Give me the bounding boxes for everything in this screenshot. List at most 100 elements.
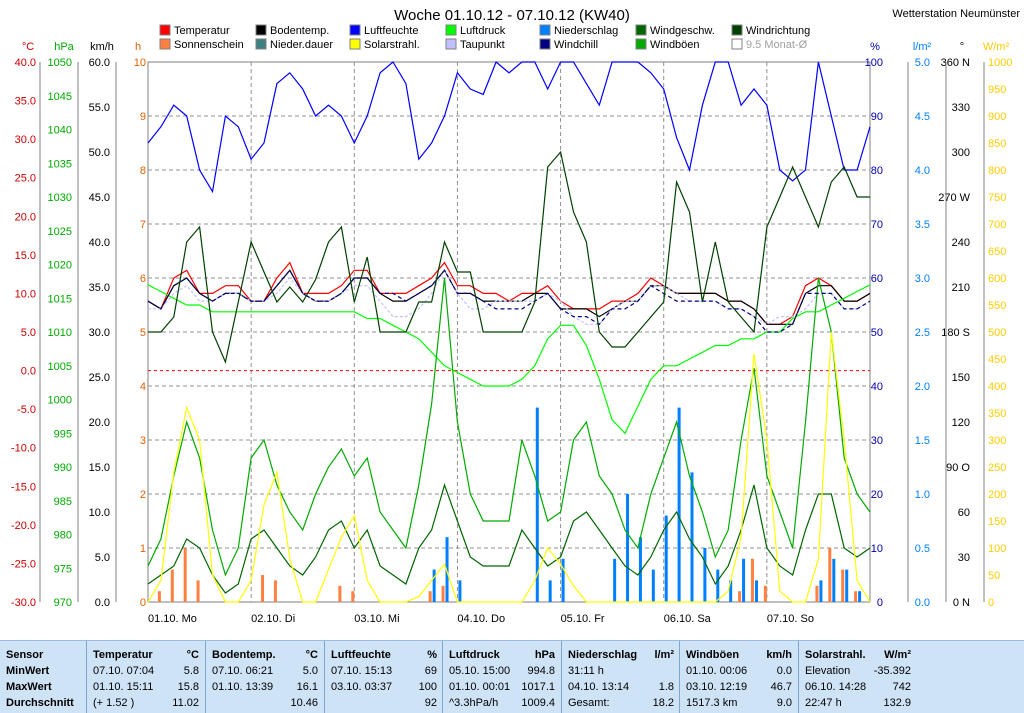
pressure-tick-label: 1025 xyxy=(48,226,72,238)
direction-tick-label: 150 xyxy=(952,372,970,384)
humidity-tick-label: 70 xyxy=(871,219,883,231)
stats-cell-value: 0.0 xyxy=(776,665,792,677)
solar-tick-label: 600 xyxy=(988,273,1006,285)
stats-cell-label: 03.10. 12:19 xyxy=(686,681,748,693)
bar-niederschlag xyxy=(651,569,655,602)
legend-swatch xyxy=(445,24,457,36)
temp-tick-label: -25.0 xyxy=(11,558,36,570)
pressure-tick-label: 975 xyxy=(54,563,72,575)
stats-cell-label: 03.10. 03:37 xyxy=(331,681,393,693)
stats-cell-value: 46.7 xyxy=(770,681,792,693)
direction-tick-label: 300 xyxy=(952,147,970,159)
bar-niederschlag xyxy=(703,548,707,602)
stats-header-max: MaxWert xyxy=(6,681,52,693)
legend-label: Nieder.dauer xyxy=(270,39,333,51)
x-tick-label: 01.10. Mo xyxy=(148,613,197,625)
wind-tick-label: 45.0 xyxy=(89,192,110,204)
stats-cell-value: 132.9 xyxy=(883,697,911,709)
x-tick-label: 03.10. Mi xyxy=(354,613,399,625)
rain-tick-label: 4.5 xyxy=(915,111,930,123)
stats-column-unit: °C xyxy=(186,649,199,661)
bar-sonnenschein xyxy=(854,591,858,602)
wind-tick-label: 55.0 xyxy=(89,102,110,114)
plot-grid xyxy=(147,61,871,603)
stats-cell-value: 69 xyxy=(424,665,437,677)
pressure-tick-label: 1005 xyxy=(48,361,72,373)
solar-tick-label: 0 xyxy=(988,597,994,609)
sunshine-tick-label: 6 xyxy=(140,273,146,285)
bar-niederschlag xyxy=(858,591,862,602)
stats-column-unit: hPa xyxy=(534,649,555,661)
bar-sonnenschein xyxy=(261,575,265,602)
bar-sonnenschein xyxy=(428,591,432,602)
wind-tick-label: 30.0 xyxy=(89,327,110,339)
bar-niederschlag xyxy=(754,580,758,602)
pressure-tick-label: 1015 xyxy=(48,293,72,305)
pressure-tick-label: 1000 xyxy=(48,395,72,407)
stats-column-title: Solarstrahl. xyxy=(805,649,866,661)
pressure-unit-label: hPa xyxy=(54,41,74,53)
stats-cell-label: 07.10. 15:13 xyxy=(331,665,393,677)
wind-tick-label: 10.0 xyxy=(89,507,110,519)
bar-sonnenschein xyxy=(738,591,742,602)
solar-tick-label: 950 xyxy=(988,84,1006,96)
stats-column: Luftfeuchte% 07.10. 15:13 69 03.10. 03:37 10… xyxy=(324,641,443,713)
stats-cell-label: 06.10. 14:28 xyxy=(805,681,867,693)
bar-niederschlag xyxy=(561,558,565,602)
station-name: Wetterstation Neumünster xyxy=(892,8,1020,20)
stats-cell-value: 10.46 xyxy=(290,697,318,709)
wind-tick-label: 25.0 xyxy=(89,372,110,384)
direction-tick-label: 240 xyxy=(952,237,970,249)
pressure-tick-label: 995 xyxy=(54,428,72,440)
pressure-tick-label: 1030 xyxy=(48,192,72,204)
stats-column-title: Niederschlag xyxy=(568,649,638,661)
x-tick-label: 06.10. Sa xyxy=(664,613,712,625)
temp-tick-label: 25.0 xyxy=(15,173,36,185)
rain-tick-label: 0.0 xyxy=(915,597,930,609)
stats-cell-value: 100 xyxy=(418,681,437,693)
legend-swatch xyxy=(159,38,171,50)
bar-niederschlag xyxy=(613,558,617,602)
bar-niederschlag xyxy=(832,558,836,602)
line-solarstrahl. xyxy=(147,331,871,603)
line-windböen xyxy=(147,277,871,577)
solar-tick-label: 350 xyxy=(988,408,1006,420)
bar-sonnenschein xyxy=(441,585,445,602)
humidity-tick-label: 10 xyxy=(871,543,883,555)
stats-column-unit: km/h xyxy=(766,649,792,661)
solar-tick-label: 200 xyxy=(988,489,1006,501)
stats-cell-label: 01.10. 00:01 xyxy=(449,681,511,693)
pressure-tick-label: 1050 xyxy=(48,57,72,69)
stats-header-sensor: Sensor xyxy=(6,649,44,661)
axes: 01.10. Mo 02.10. Di 03.10. Mi 04.10. Do 05.1… xyxy=(11,41,1013,625)
stats-column: Niederschlag l/m² 31:11 h 04.10. 13:14 1.8 Ge… xyxy=(561,641,680,713)
temp-tick-label: -10.0 xyxy=(11,443,36,455)
stats-cell-value: 9.0 xyxy=(776,697,792,709)
rain-tick-label: 2.0 xyxy=(915,381,930,393)
humidity-tick-label: 20 xyxy=(871,489,883,501)
stats-column-unit: % xyxy=(427,649,437,661)
x-tick-label: 07.10. So xyxy=(767,613,814,625)
stats-column: Solarstrahl. W/m² Elevation -35.392 06.10. 1… xyxy=(798,641,917,713)
line-taupunkt xyxy=(148,269,871,325)
stats-column-title: Luftdruck xyxy=(449,649,500,661)
solar-tick-label: 750 xyxy=(988,192,1006,204)
bar-niederschlag xyxy=(548,580,552,602)
stats-column-title: Temperatur xyxy=(93,649,153,661)
sunshine-tick-label: 1 xyxy=(140,543,146,555)
temp-unit-label: °C xyxy=(22,41,34,53)
direction-unit-label: ° xyxy=(960,41,964,53)
legend-label: Windgeschw. xyxy=(650,25,715,37)
humidity-tick-label: 0 xyxy=(877,597,883,609)
sunshine-tick-label: 7 xyxy=(140,219,146,231)
temp-tick-label: 5.0 xyxy=(21,327,36,339)
legend-label: Windchill xyxy=(554,39,598,51)
legend-label: Windböen xyxy=(650,39,700,51)
bar-niederschlag xyxy=(432,569,436,602)
bar-niederschlag xyxy=(742,558,746,602)
line-windgeschw. xyxy=(147,483,871,594)
pressure-tick-label: 1020 xyxy=(48,260,72,272)
legend-label: Temperatur xyxy=(174,25,230,37)
bar-sonnenschein xyxy=(170,569,174,602)
sunshine-tick-label: 10 xyxy=(134,57,146,69)
